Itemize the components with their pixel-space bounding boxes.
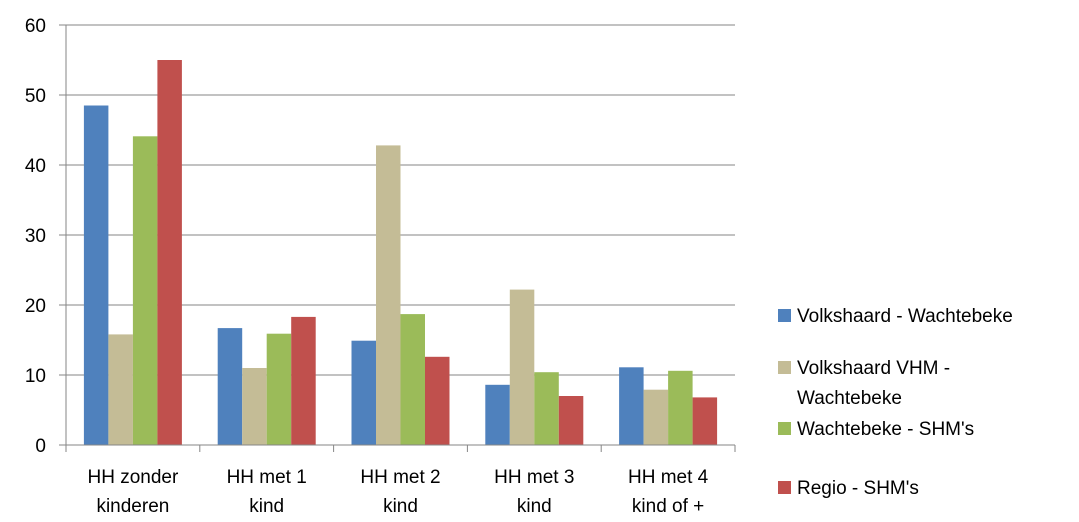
x-category-label: HH met 1 kind: [227, 467, 307, 517]
legend: Volkshaard - Wachtebeke Volkshaard VHM - W…: [778, 306, 1013, 499]
bar: [509, 289, 535, 445]
legend-label: Wachtebeke - SHM's: [797, 419, 974, 440]
bar: [132, 136, 158, 446]
x-category-label-line: kind: [517, 496, 552, 517]
bar: [534, 372, 559, 445]
legend-label-line: Wachtebeke - SHM's: [797, 419, 974, 440]
y-tick-label: 30: [25, 226, 46, 247]
x-category-label-line: kinderen: [96, 496, 169, 517]
legend-label: Volkshaard - Wachtebeke: [797, 306, 1013, 327]
bar: [351, 340, 376, 445]
y-tick-label: 50: [25, 86, 46, 107]
legend-swatch: [778, 361, 791, 374]
y-tick-label: 10: [25, 366, 46, 387]
legend-label-line: Wachtebeke: [797, 388, 902, 409]
bars: [83, 60, 718, 446]
x-category-label: HH met 4 kind of +: [628, 467, 709, 517]
x-category-label: HH met 2 kind: [360, 467, 440, 517]
y-axis-tick-labels: 0 10 20 30 40 50 60: [25, 16, 46, 457]
bar: [157, 60, 182, 445]
bar: [643, 389, 669, 445]
bar: [83, 105, 109, 445]
x-category-label: HH met 3 kind: [494, 467, 574, 517]
legend-label-line: Volkshaard - Wachtebeke: [797, 306, 1013, 327]
bar: [425, 356, 450, 445]
legend-swatch: [778, 422, 791, 435]
axes: [59, 24, 736, 452]
x-category-label-line: kind of +: [632, 496, 704, 517]
y-tick-label: 20: [25, 296, 46, 317]
bar: [558, 396, 584, 445]
bar: [400, 314, 425, 445]
y-tick-label: 40: [25, 156, 46, 177]
x-category-label-line: HH met 1: [227, 467, 307, 488]
y-tick-label: 60: [25, 16, 46, 37]
legend-label-line: Regio - SHM's: [797, 478, 919, 499]
y-tick-label: 0: [35, 436, 46, 457]
bar: [619, 367, 644, 445]
x-axis-category-labels: HH zonder kinderen HH met 1 kind HH met 2 kin…: [87, 467, 708, 517]
x-category-label-line: HH zonder: [87, 467, 178, 488]
x-category-label-line: kind: [383, 496, 418, 517]
legend-swatch: [778, 481, 791, 494]
x-category-label: HH zonder kinderen: [87, 467, 178, 517]
bar: [692, 397, 718, 445]
legend-label: Regio - SHM's: [797, 478, 919, 499]
bar: [242, 368, 267, 445]
legend-label-line: Volkshaard VHM -: [797, 358, 950, 379]
bar: [266, 333, 292, 445]
x-category-label-line: HH met 3: [494, 467, 574, 488]
bar: [291, 316, 316, 445]
bar: [217, 328, 243, 445]
bar: [668, 370, 693, 445]
x-category-label-line: kind: [249, 496, 284, 517]
legend-label: Volkshaard VHM - Wachtebeke: [797, 358, 950, 409]
bar: [485, 384, 510, 445]
bar: [376, 145, 401, 445]
x-category-label-line: HH met 2: [360, 467, 440, 488]
x-category-label-line: HH met 4: [628, 467, 709, 488]
bar: [108, 334, 133, 445]
legend-swatch: [778, 309, 791, 322]
